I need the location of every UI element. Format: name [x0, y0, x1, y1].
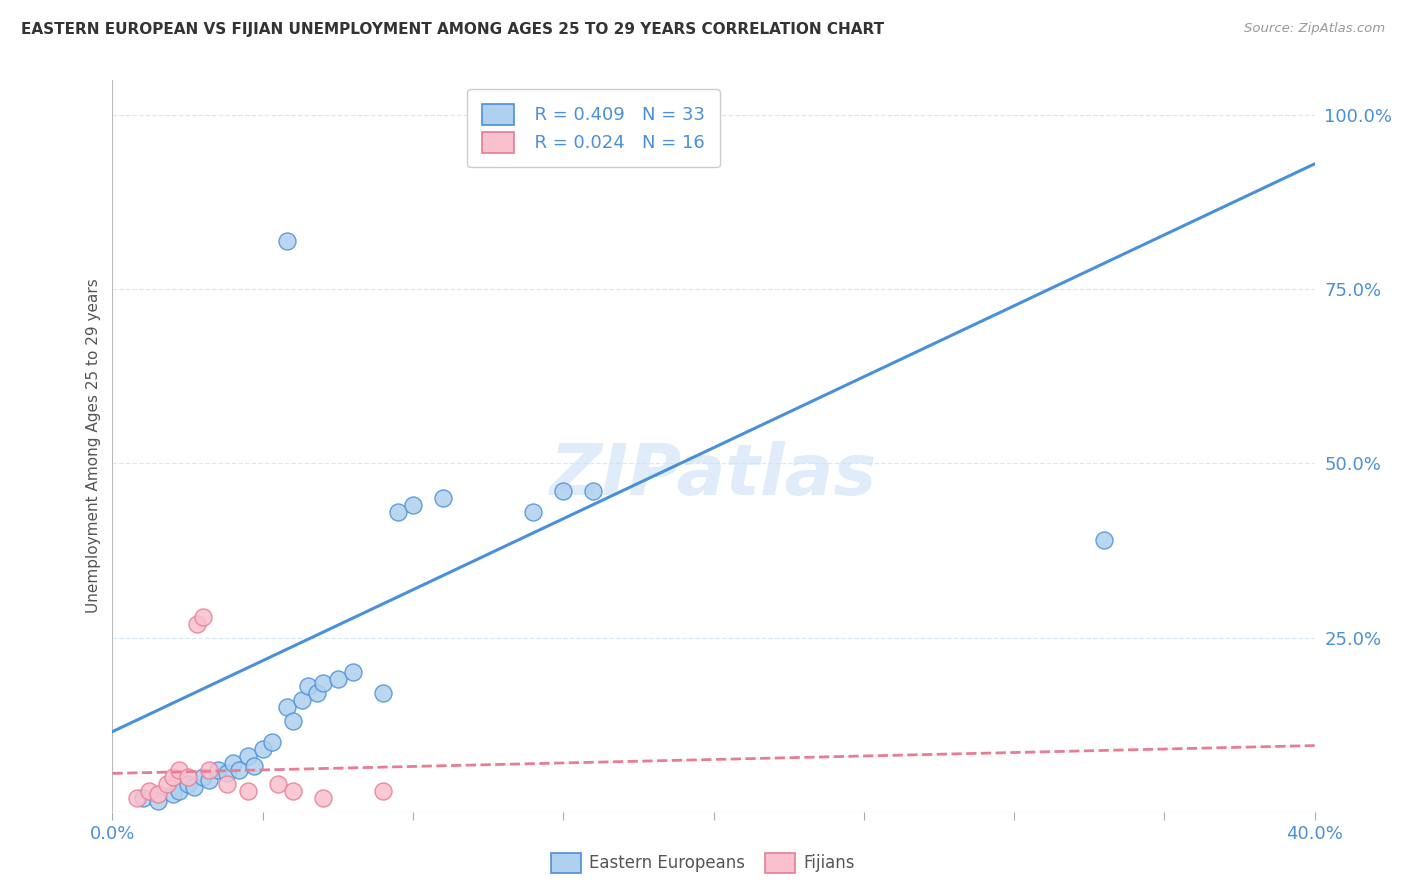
Point [236, 784, 259, 798]
Point [155, 777, 177, 791]
Point [522, 505, 544, 519]
Legend: Eastern Europeans, Fijians: Eastern Europeans, Fijians [544, 847, 862, 880]
Point [146, 787, 169, 801]
Point [207, 763, 229, 777]
Point [138, 784, 160, 798]
Point [162, 787, 184, 801]
Point [305, 686, 328, 700]
Point [197, 773, 219, 788]
Point [312, 676, 335, 690]
Point [215, 766, 238, 780]
Point [276, 700, 298, 714]
Text: ZIPatlas: ZIPatlas [550, 441, 877, 509]
Point [371, 686, 394, 700]
Point [167, 763, 190, 777]
Point [191, 609, 214, 624]
Point [297, 679, 319, 693]
Point [281, 714, 304, 728]
Point [176, 770, 198, 784]
Point [276, 234, 298, 248]
Point [326, 673, 349, 687]
Legend:   R = 0.409   N = 33,   R = 0.024   N = 16: R = 0.409 N = 33, R = 0.024 N = 16 [467, 89, 720, 167]
Point [146, 794, 169, 808]
Point [281, 784, 304, 798]
Point [260, 735, 283, 749]
Point [167, 784, 190, 798]
Point [402, 498, 425, 512]
Point [553, 484, 575, 499]
Y-axis label: Unemployment Among Ages 25 to 29 years: Unemployment Among Ages 25 to 29 years [86, 278, 101, 614]
Point [197, 763, 219, 777]
Point [222, 756, 245, 770]
Point [176, 777, 198, 791]
Text: Source: ZipAtlas.com: Source: ZipAtlas.com [1244, 22, 1385, 36]
Point [186, 616, 208, 631]
Point [267, 777, 290, 791]
Point [432, 491, 454, 506]
Text: EASTERN EUROPEAN VS FIJIAN UNEMPLOYMENT AMONG AGES 25 TO 29 YEARS CORRELATION CH: EASTERN EUROPEAN VS FIJIAN UNEMPLOYMENT … [21, 22, 884, 37]
Point [131, 790, 153, 805]
Point [228, 763, 250, 777]
Point [215, 777, 238, 791]
Point [252, 742, 274, 756]
Point [162, 770, 184, 784]
Point [387, 505, 409, 519]
Point [242, 759, 264, 773]
Point [183, 780, 205, 795]
Point [582, 484, 605, 499]
Point [291, 693, 314, 707]
Point [236, 749, 259, 764]
Point [342, 665, 364, 680]
Point [191, 770, 214, 784]
Point [371, 784, 394, 798]
Point [1092, 533, 1115, 547]
Point [125, 790, 148, 805]
Point [312, 790, 335, 805]
